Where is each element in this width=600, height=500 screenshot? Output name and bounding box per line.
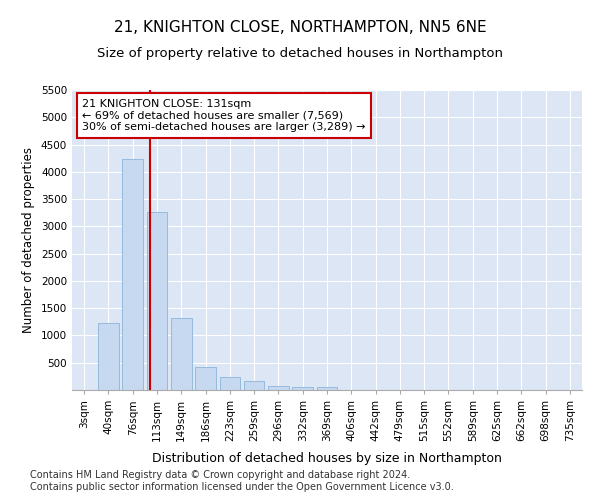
Text: 21 KNIGHTON CLOSE: 131sqm
← 69% of detached houses are smaller (7,569)
30% of se: 21 KNIGHTON CLOSE: 131sqm ← 69% of detac…	[82, 99, 366, 132]
Text: Contains HM Land Registry data © Crown copyright and database right 2024.: Contains HM Land Registry data © Crown c…	[30, 470, 410, 480]
Text: 21, KNIGHTON CLOSE, NORTHAMPTON, NN5 6NE: 21, KNIGHTON CLOSE, NORTHAMPTON, NN5 6NE	[113, 20, 487, 35]
Bar	[98, 324, 119, 390]
Bar	[317, 386, 337, 390]
Bar	[146, 212, 167, 390]
X-axis label: Distribution of detached houses by size in Northampton: Distribution of detached houses by size …	[152, 452, 502, 466]
Bar	[122, 160, 143, 390]
Y-axis label: Number of detached properties: Number of detached properties	[22, 147, 35, 333]
Bar	[244, 380, 265, 390]
Bar	[268, 386, 289, 390]
Bar	[220, 377, 240, 390]
Text: Size of property relative to detached houses in Northampton: Size of property relative to detached ho…	[97, 48, 503, 60]
Bar	[171, 318, 191, 390]
Bar	[292, 386, 313, 390]
Text: Contains public sector information licensed under the Open Government Licence v3: Contains public sector information licen…	[30, 482, 454, 492]
Bar	[195, 366, 216, 390]
